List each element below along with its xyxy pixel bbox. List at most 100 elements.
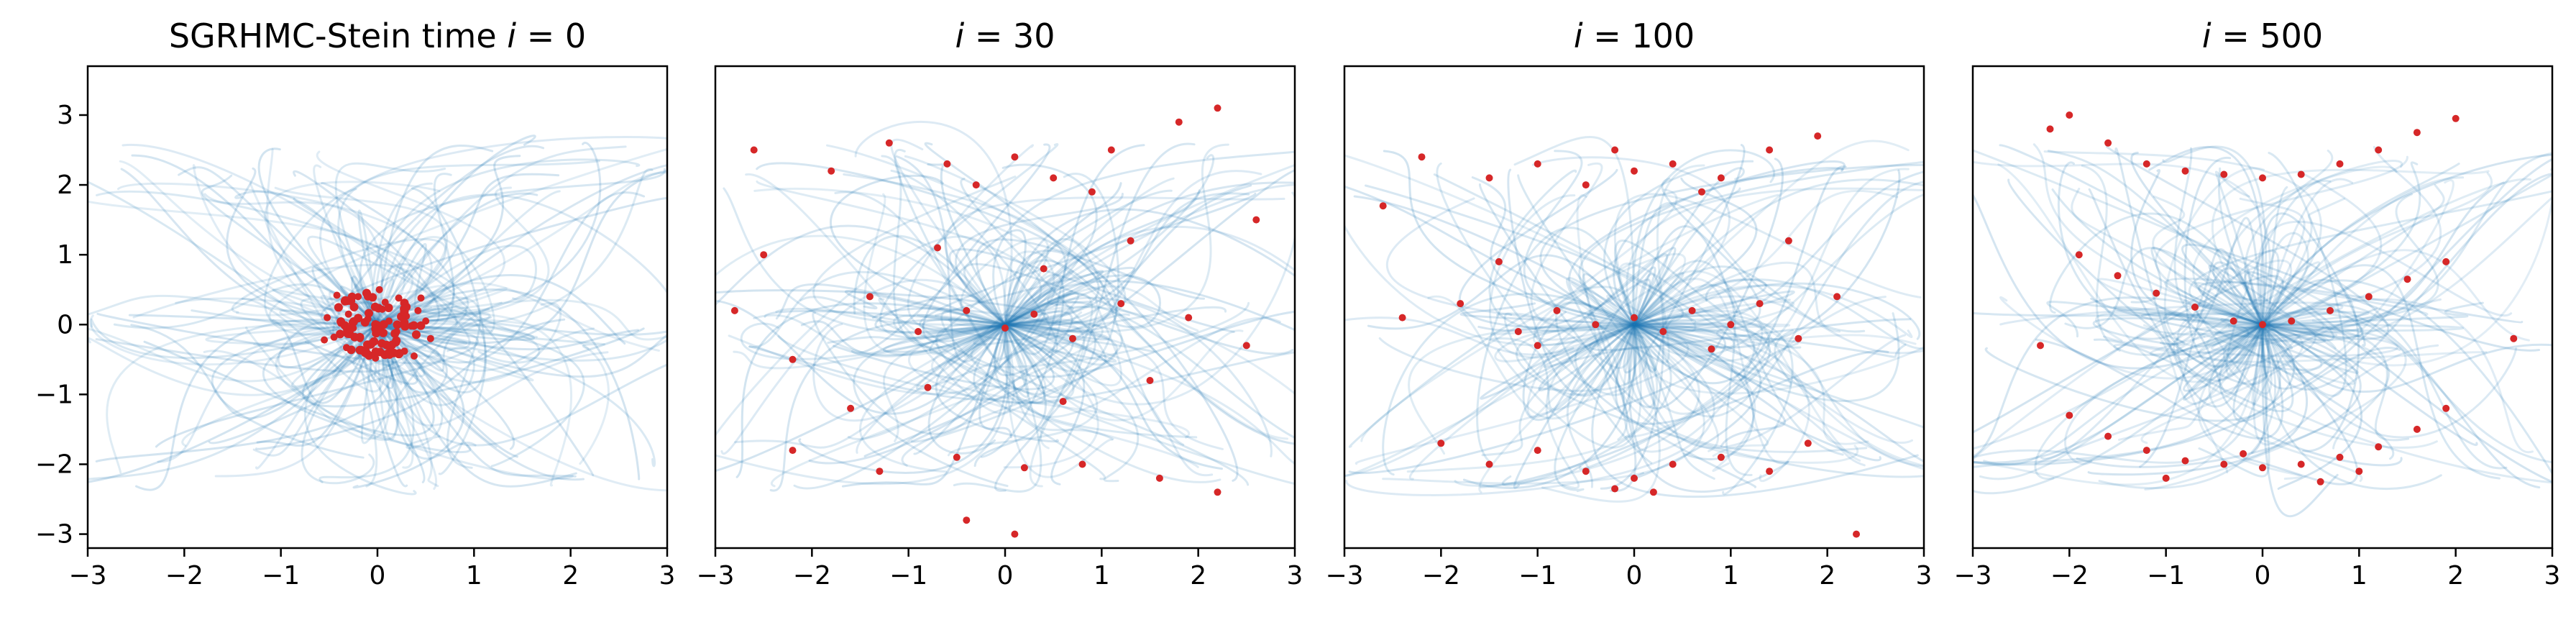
trajectory-path (1004, 323, 1223, 470)
particle-point (360, 318, 370, 327)
particle-point (924, 383, 932, 391)
trajectory-path (2087, 323, 2308, 476)
trajectory-path (975, 238, 1205, 326)
particle-point (1534, 160, 1541, 168)
trajectory-path (1633, 323, 1769, 457)
trajectory-path (2211, 298, 2442, 351)
trajectory-path (1004, 181, 1295, 326)
trajectory-path (992, 150, 1295, 326)
trajectory-path (307, 235, 538, 339)
trajectory-path (337, 160, 600, 326)
trajectory-path (1625, 310, 1764, 438)
particle-point (2288, 317, 2296, 325)
particle-point (1175, 118, 1183, 126)
particle-point (1756, 300, 1764, 308)
trajectory-path (2093, 323, 2294, 413)
trajectory-path (859, 323, 1007, 473)
trajectory-path (1623, 144, 1746, 374)
trajectory-path (90, 318, 379, 359)
particle-point (972, 181, 980, 189)
particle-point (1611, 146, 1619, 154)
trajectory-path (157, 323, 379, 463)
trajectory-path (359, 168, 666, 326)
trajectory-path (2261, 323, 2518, 439)
trajectory-path (2144, 323, 2407, 491)
particle-point (943, 160, 951, 168)
trajectory-path (1004, 316, 1281, 419)
trajectory-path (2261, 264, 2501, 480)
trajectory-path (242, 297, 385, 393)
particle-point (1040, 265, 1048, 273)
trajectory-path (1633, 168, 1910, 363)
trajectory-path (329, 318, 535, 341)
trajectory-path (881, 155, 1007, 349)
particle-point (789, 447, 797, 455)
trajectory-path (1532, 193, 1779, 346)
trajectory-path (2064, 323, 2264, 465)
particle-point (2162, 474, 2170, 482)
particle-point (346, 324, 355, 334)
trajectory-path (262, 323, 472, 454)
trajectory-path (1633, 323, 1810, 483)
trajectory-path (771, 320, 1104, 488)
trajectory-path (1631, 149, 1776, 326)
trajectory-path (2103, 323, 2399, 357)
y-tick-label: 0 (57, 310, 73, 339)
trajectory-path (1004, 189, 1201, 326)
trajectory-path (1973, 323, 2264, 486)
trajectory-path (122, 143, 471, 350)
trajectory-path (775, 283, 1007, 326)
trajectory-path (944, 196, 1285, 326)
trajectory-path (376, 323, 475, 406)
trajectory-path (748, 270, 1007, 348)
x-tick-label: −3 (68, 561, 106, 591)
trajectory-path (1633, 181, 1924, 418)
particle-point (1059, 398, 1067, 406)
panel-2-title-var: i (1574, 17, 1583, 55)
trajectory-path (910, 322, 1123, 443)
particle-point (1398, 314, 1406, 322)
trajectory-path (733, 323, 1007, 370)
panel-1-particles (730, 104, 1260, 538)
trajectory-path (1633, 164, 1705, 364)
trajectory-path (715, 289, 1049, 326)
particle-point (789, 355, 797, 363)
trajectory-path (1587, 311, 1881, 462)
particle-point (372, 354, 380, 362)
x-tick-label: 1 (466, 561, 482, 591)
trajectory-path (2183, 323, 2264, 401)
trajectory-path (293, 197, 458, 334)
trajectory-path (203, 193, 383, 326)
trajectory-path (1633, 323, 1715, 480)
trajectory-path (178, 166, 379, 326)
particle-point (370, 302, 380, 311)
trajectory-path (376, 135, 536, 326)
trajectory-path (799, 296, 1045, 404)
trajectory-path (1004, 143, 1229, 333)
panel-0-xaxis: −3 −2 −1 0 1 2 3 (68, 548, 675, 591)
trajectory-path (1578, 318, 1771, 470)
trajectory-path (723, 187, 1007, 334)
trajectory-path (970, 301, 1250, 368)
trajectory-path (252, 323, 379, 457)
particle-point (2046, 125, 2054, 133)
trajectory-path (1633, 282, 1921, 340)
trajectory-path (1004, 323, 1214, 477)
particle-point (1457, 300, 1465, 308)
trajectory-path (847, 292, 1080, 440)
panel-0-yaxis: −3 −2 −1 0 1 2 3 (35, 101, 88, 550)
trajectory-path (257, 147, 379, 326)
particle-point (2181, 167, 2189, 175)
particle-point (1659, 328, 1667, 335)
trajectory-path (2032, 143, 2264, 326)
trajectory-path (843, 173, 1067, 326)
trajectory-path (320, 197, 667, 326)
trajectory-path (922, 318, 1250, 486)
trajectory-path (275, 323, 574, 480)
trajectory-path (1633, 187, 1741, 326)
trajectory-path (1004, 319, 1086, 450)
trajectory-path (1614, 323, 1889, 425)
particle-point (1117, 300, 1125, 308)
trajectory-path (798, 323, 1009, 474)
trajectory-path (321, 182, 455, 326)
